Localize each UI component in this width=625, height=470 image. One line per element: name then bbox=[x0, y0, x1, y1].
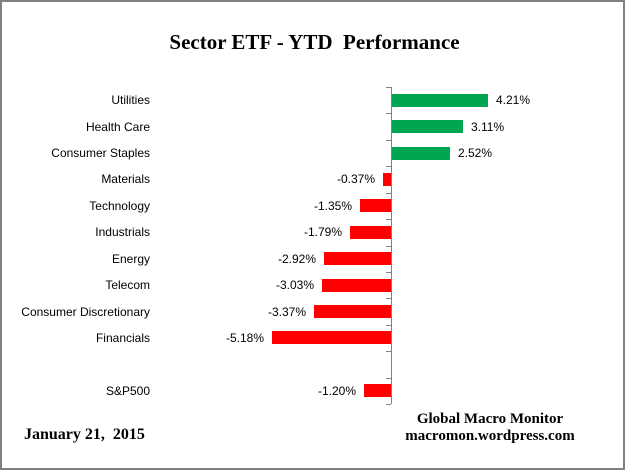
category-label-financials: Financials bbox=[95, 331, 150, 345]
value-label-consumer-staples: 2.52% bbox=[458, 146, 493, 160]
value-label-financials: -5.18% bbox=[225, 331, 264, 345]
axis-tick bbox=[386, 113, 391, 114]
axis-tick bbox=[386, 298, 391, 299]
axis-tick bbox=[386, 140, 391, 141]
bar-technology bbox=[360, 199, 391, 212]
value-label-energy: -2.92% bbox=[277, 252, 316, 266]
brand-url: macromon.wordpress.com bbox=[405, 428, 575, 444]
value-axis-line bbox=[391, 87, 392, 404]
bar-health-care bbox=[392, 120, 463, 133]
category-label-consumer-discretionary: Consumer Discretionary bbox=[21, 305, 150, 319]
category-label-telecom: Telecom bbox=[105, 278, 150, 292]
chart-title: Sector ETF - YTD Performance bbox=[169, 30, 460, 54]
bar-consumer-discretionary bbox=[314, 305, 391, 318]
axis-tick bbox=[386, 272, 391, 273]
brand-block: Global Macro Monitor macromon.wordpress.… bbox=[392, 411, 588, 445]
brand-name: Global Macro Monitor bbox=[416, 411, 564, 427]
category-label-utilities: Utilities bbox=[111, 93, 150, 107]
bar-energy bbox=[324, 252, 391, 265]
axis-tick bbox=[386, 166, 391, 167]
category-label-s-p500: S&P500 bbox=[105, 384, 150, 398]
bar-s-p500 bbox=[364, 384, 391, 397]
value-label-industrials: -1.79% bbox=[303, 225, 342, 239]
bar-utilities bbox=[392, 94, 488, 107]
footer-date: January 21, 2015 bbox=[24, 426, 145, 443]
value-label-telecom: -3.03% bbox=[275, 278, 314, 292]
category-label-consumer-staples: Consumer Staples bbox=[51, 146, 150, 160]
bar-industrials bbox=[350, 226, 391, 239]
category-label-industrials: Industrials bbox=[95, 225, 150, 239]
value-label-materials: -0.37% bbox=[336, 172, 375, 186]
axis-tick bbox=[386, 351, 391, 352]
axis-tick bbox=[386, 378, 391, 379]
value-label-utilities: 4.21% bbox=[496, 93, 531, 107]
category-label-energy: Energy bbox=[111, 252, 150, 266]
axis-tick bbox=[386, 325, 391, 326]
axis-tick bbox=[386, 246, 391, 247]
category-label-materials: Materials bbox=[101, 172, 150, 186]
value-label-consumer-discretionary: -3.37% bbox=[267, 305, 306, 319]
bar-financials bbox=[272, 331, 391, 344]
value-label-s-p500: -1.20% bbox=[317, 384, 356, 398]
bar-telecom bbox=[322, 279, 391, 292]
axis-tick bbox=[386, 193, 391, 194]
axis-tick bbox=[386, 404, 391, 405]
axis-tick bbox=[386, 219, 391, 220]
bar-consumer-staples bbox=[392, 147, 450, 160]
category-label-technology: Technology bbox=[89, 199, 150, 213]
bar-materials bbox=[383, 173, 391, 186]
value-label-technology: -1.35% bbox=[313, 199, 352, 213]
value-label-health-care: 3.11% bbox=[471, 120, 505, 134]
category-label-health-care: Health Care bbox=[85, 120, 150, 134]
axis-tick bbox=[386, 87, 391, 88]
